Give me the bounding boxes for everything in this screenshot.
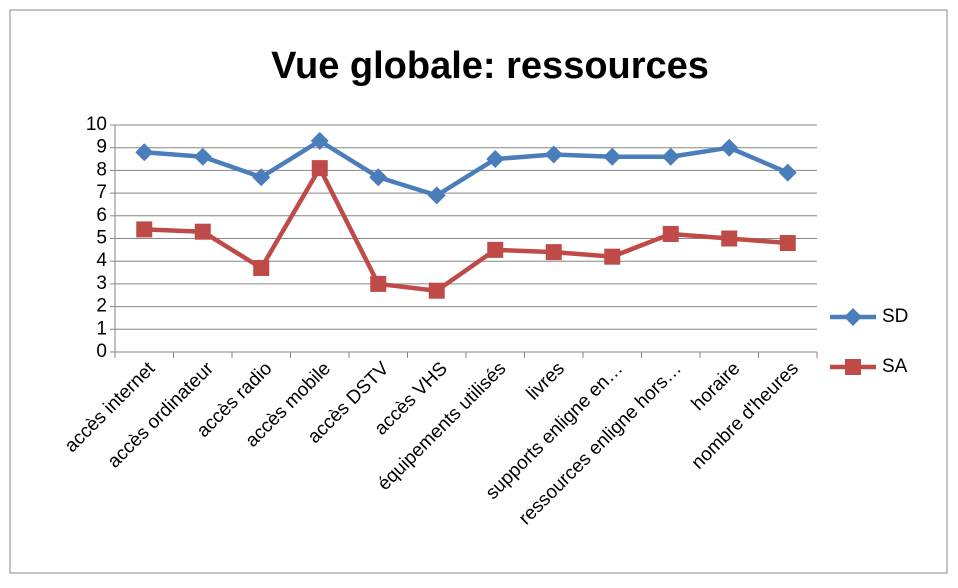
y-tick-label: 6	[96, 205, 107, 226]
series-line	[144, 165, 788, 293]
data-point	[194, 223, 211, 240]
y-tick-label: 5	[96, 228, 107, 249]
data-point	[603, 147, 622, 166]
data-point	[370, 275, 387, 292]
data-point	[544, 145, 563, 164]
data-point	[193, 147, 212, 166]
legend-label: SD	[882, 306, 908, 327]
data-point	[369, 168, 388, 187]
legend-marker	[844, 308, 862, 326]
legend-marker	[845, 359, 861, 375]
chart-title: Vue globale: ressources	[271, 45, 709, 87]
data-point	[135, 143, 154, 162]
y-tick-label: 9	[96, 137, 107, 158]
data-point	[310, 131, 329, 150]
y-tick-label: 0	[96, 341, 107, 362]
data-point	[136, 221, 153, 238]
y-tick-label: 2	[96, 296, 107, 317]
data-point	[427, 186, 446, 205]
data-point	[545, 244, 562, 261]
data-point	[311, 160, 328, 177]
y-tick-label: 4	[96, 250, 107, 271]
chart-border	[9, 9, 948, 574]
series-line	[144, 138, 789, 198]
data-point	[252, 168, 271, 187]
data-point	[604, 248, 621, 265]
data-point	[662, 225, 679, 242]
y-tick-label: 7	[96, 182, 107, 203]
data-point	[428, 282, 445, 299]
data-point	[721, 230, 738, 247]
y-tick-label: 3	[96, 273, 107, 294]
data-point	[779, 235, 796, 252]
legend-label: SA	[882, 356, 908, 377]
y-tick-label: 10	[86, 114, 107, 135]
data-point	[486, 150, 505, 169]
data-point	[778, 163, 797, 182]
y-tick-label: 1	[96, 318, 107, 339]
data-point	[661, 147, 680, 166]
data-point	[720, 138, 739, 157]
data-point	[253, 260, 270, 277]
y-tick-label: 8	[96, 159, 107, 180]
data-point	[487, 241, 504, 258]
